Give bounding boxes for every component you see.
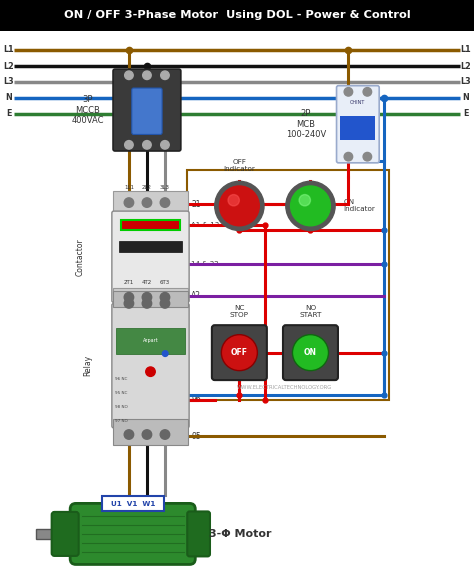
Text: Arpart: Arpart [143, 338, 158, 343]
Bar [121, 220, 180, 229]
Text: U1  V1  W1: U1 V1 W1 [110, 501, 155, 507]
Text: E: E [6, 109, 11, 118]
FancyBboxPatch shape [70, 503, 195, 565]
FancyBboxPatch shape [113, 69, 181, 151]
Circle shape [160, 299, 170, 308]
Bar [118, 241, 182, 252]
Text: L1: L1 [3, 45, 14, 54]
FancyBboxPatch shape [113, 291, 188, 307]
FancyBboxPatch shape [337, 86, 379, 163]
Circle shape [124, 299, 134, 308]
Text: 14 & 22: 14 & 22 [191, 261, 219, 267]
Text: 95: 95 [191, 432, 201, 441]
Circle shape [344, 152, 353, 161]
FancyBboxPatch shape [112, 211, 189, 302]
Text: A1 & 13: A1 & 13 [191, 222, 219, 228]
Text: 95 NC: 95 NC [115, 391, 127, 395]
Text: 2L2: 2L2 [142, 185, 152, 190]
FancyBboxPatch shape [283, 325, 338, 380]
Circle shape [124, 293, 134, 302]
Bar [0, 0, 474, 31]
Text: 3P
MCCB
400VAC: 3P MCCB 400VAC [72, 95, 104, 125]
FancyBboxPatch shape [113, 419, 188, 445]
Circle shape [219, 186, 259, 226]
Text: Contactor: Contactor [76, 238, 85, 275]
Circle shape [160, 430, 170, 439]
Circle shape [363, 87, 372, 96]
Text: NC
STOP: NC STOP [230, 305, 249, 318]
Bar [36, 529, 55, 538]
Circle shape [124, 430, 134, 439]
Circle shape [146, 367, 155, 377]
Text: 4T2: 4T2 [142, 280, 152, 285]
Text: L2: L2 [3, 62, 14, 71]
Text: OFF
Indicator: OFF Indicator [223, 159, 255, 172]
Text: 98 NO: 98 NO [115, 405, 128, 409]
Circle shape [162, 351, 168, 357]
FancyBboxPatch shape [132, 88, 162, 135]
Text: Relay: Relay [83, 355, 92, 376]
FancyBboxPatch shape [52, 512, 79, 556]
Circle shape [124, 198, 134, 207]
Text: 1L1: 1L1 [124, 185, 134, 190]
Bar [121, 220, 180, 229]
FancyBboxPatch shape [112, 303, 189, 428]
Text: ON: ON [304, 348, 317, 357]
Circle shape [286, 181, 335, 231]
Circle shape [160, 198, 170, 207]
Text: E: E [463, 109, 468, 118]
Text: 97 NO: 97 NO [115, 419, 128, 423]
Text: L3: L3 [460, 77, 471, 86]
Circle shape [142, 299, 152, 308]
Text: N: N [5, 94, 12, 102]
Circle shape [143, 141, 151, 149]
Circle shape [228, 195, 239, 206]
Circle shape [215, 181, 264, 231]
Circle shape [299, 195, 310, 206]
Circle shape [344, 87, 353, 96]
Text: ON
Indicator: ON Indicator [344, 199, 375, 212]
Text: NO
START: NO START [299, 305, 322, 318]
Text: N: N [462, 94, 469, 102]
Circle shape [125, 141, 133, 149]
Text: A2: A2 [191, 291, 201, 300]
Circle shape [142, 198, 152, 207]
Text: 21: 21 [191, 200, 201, 209]
Circle shape [143, 71, 151, 80]
Text: 96: 96 [191, 395, 201, 404]
Text: L2: L2 [460, 62, 471, 71]
Text: OFF: OFF [231, 348, 248, 357]
Text: WWW.ELECTRICALTECHNOLOGY.ORG: WWW.ELECTRICALTECHNOLOGY.ORG [237, 385, 332, 390]
Circle shape [291, 186, 330, 226]
Text: 2T1: 2T1 [124, 280, 134, 285]
Text: 96 NC: 96 NC [115, 377, 127, 381]
Circle shape [292, 335, 328, 371]
FancyBboxPatch shape [113, 191, 188, 214]
Circle shape [161, 141, 169, 149]
FancyBboxPatch shape [212, 325, 267, 380]
Text: L3: L3 [3, 77, 14, 86]
FancyBboxPatch shape [187, 511, 210, 557]
Text: CHINT: CHINT [350, 100, 365, 105]
Text: L1: L1 [460, 45, 471, 54]
Circle shape [142, 293, 152, 302]
Circle shape [125, 71, 133, 80]
Bar [102, 496, 164, 511]
Circle shape [142, 430, 152, 439]
Circle shape [363, 152, 372, 161]
Text: 3L3: 3L3 [160, 185, 170, 190]
Text: ON / OFF 3-Phase Motor  Using DOL - Power & Control: ON / OFF 3-Phase Motor Using DOL - Power… [64, 10, 410, 20]
Circle shape [160, 293, 170, 302]
Text: 2P
MCB
100-240V: 2P MCB 100-240V [286, 110, 326, 139]
Text: 6T3: 6T3 [160, 280, 170, 285]
Circle shape [161, 71, 169, 80]
Bar [340, 116, 375, 140]
FancyBboxPatch shape [113, 288, 188, 306]
Text: 3-Φ Motor: 3-Φ Motor [209, 529, 271, 539]
Bar [116, 328, 185, 354]
Circle shape [221, 335, 257, 371]
